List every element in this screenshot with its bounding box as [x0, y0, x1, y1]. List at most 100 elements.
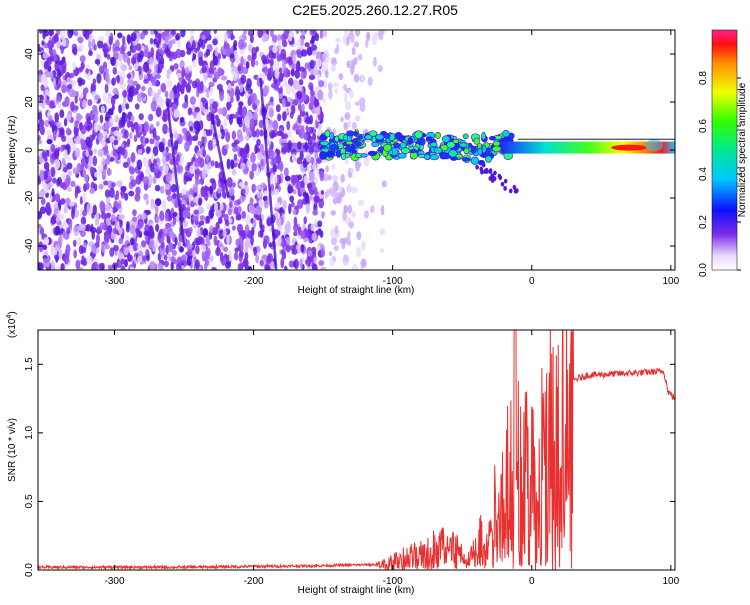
noise-speck [81, 139, 85, 149]
noise-speck [132, 216, 138, 222]
noise-speck [72, 47, 78, 55]
noise-speck [46, 129, 52, 136]
noise-speck [188, 251, 192, 257]
noise-speck [196, 123, 201, 133]
noise-speck [112, 66, 117, 75]
noise-speck [154, 135, 161, 141]
noise-speck [137, 243, 143, 251]
noise-speck [255, 208, 261, 215]
noise-speck [93, 183, 98, 192]
noise-speck [216, 83, 223, 91]
noise-speck [111, 77, 116, 86]
noise-speck [324, 69, 329, 79]
noise-speck [54, 193, 61, 203]
noise-speck [315, 157, 322, 164]
signal-blob [434, 131, 441, 139]
noise-speck [162, 112, 168, 123]
noise-speck [84, 174, 88, 183]
noise-speck [261, 254, 268, 261]
noise-speck [200, 97, 207, 103]
noise-speck [104, 116, 109, 122]
noise-speck [187, 243, 193, 250]
noise-speck [213, 71, 221, 80]
noise-speck [86, 124, 91, 132]
noise-speck [242, 106, 247, 118]
noise-speck [267, 67, 272, 75]
noise-speck [215, 246, 221, 257]
noise-speck [134, 52, 139, 59]
noise-speck [164, 35, 169, 44]
signal-blob [345, 140, 354, 146]
noise-speck [304, 192, 309, 203]
noise-speck [249, 204, 256, 214]
noise-speck [80, 223, 87, 231]
noise-speck [149, 261, 156, 270]
noise-speck [244, 92, 249, 98]
noise-speck [296, 39, 301, 50]
noise-speck [251, 227, 255, 237]
noise-speck [126, 220, 130, 229]
noise-speck [72, 61, 77, 71]
noise-speck [209, 73, 213, 79]
noise-speck [53, 208, 59, 215]
noise-speck [158, 141, 165, 153]
noise-speck [181, 254, 187, 261]
noise-speck [305, 203, 311, 214]
noise-speck [152, 176, 157, 185]
noise-speck [155, 106, 162, 118]
noise-speck [309, 171, 316, 183]
noise-speck [372, 56, 377, 67]
noise-speck [133, 87, 137, 96]
signal-blob [414, 130, 423, 139]
noise-speck [77, 36, 84, 44]
noise-speck [282, 199, 287, 211]
noise-speck [176, 165, 181, 173]
noise-speck [189, 165, 195, 175]
signal-tail-speck [497, 173, 502, 179]
noise-speck [280, 257, 285, 269]
noise-speck [141, 85, 146, 92]
noise-speck [225, 46, 232, 57]
noise-speck [60, 45, 64, 55]
noise-speck [320, 266, 327, 270]
noise-speck [313, 203, 318, 212]
noise-speck [291, 153, 296, 162]
noise-speck [176, 263, 180, 270]
noise-speck [43, 237, 50, 245]
noise-speck [245, 61, 250, 69]
signal-blob [400, 147, 411, 154]
noise-speck [236, 223, 244, 233]
noise-speck [126, 73, 132, 79]
noise-speck [113, 94, 119, 100]
signal-tail-speck [515, 188, 519, 194]
noise-speck [340, 116, 344, 123]
signal-tail-speck [503, 178, 508, 184]
signal-blob [424, 153, 431, 160]
noise-speck [85, 224, 91, 232]
noise-speck [120, 64, 128, 72]
noise-speck [314, 177, 318, 185]
signal-blob [462, 133, 469, 140]
noise-speck [360, 73, 365, 83]
snr-x-ticks: -300 -200 -100 0 100 [104, 330, 680, 587]
noise-speck [270, 260, 275, 270]
noise-speck [262, 195, 268, 202]
y-tick-label: -40 [24, 238, 35, 253]
noise-speck [144, 137, 149, 144]
noise-speck [251, 163, 257, 172]
x-tick-label: -200 [244, 576, 264, 587]
noise-speck [263, 235, 270, 245]
noise-speck [293, 231, 298, 237]
noise-speck [203, 191, 209, 201]
noise-speck [63, 149, 68, 160]
noise-speck [293, 258, 299, 270]
noise-speck [38, 43, 41, 51]
noise-speck [54, 225, 61, 236]
noise-speck [351, 46, 356, 56]
noise-speck [215, 221, 220, 230]
noise-speck [205, 48, 211, 57]
noise-speck [201, 65, 207, 74]
noise-speck [228, 30, 234, 35]
noise-speck [326, 188, 331, 197]
